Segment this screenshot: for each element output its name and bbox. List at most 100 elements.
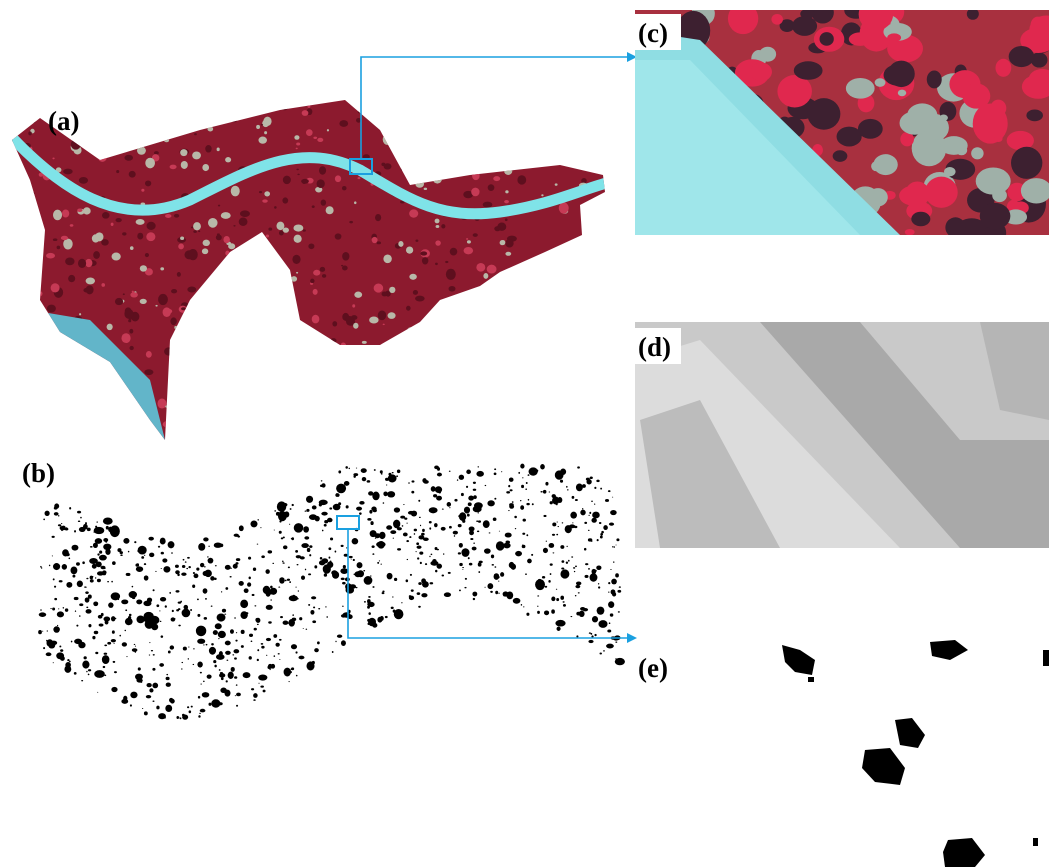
- texture: [65, 257, 74, 265]
- texture: [128, 551, 129, 553]
- texture: [581, 178, 587, 183]
- texture: [266, 397, 270, 401]
- texture: [367, 619, 371, 622]
- texture: [253, 699, 256, 701]
- texture: [145, 158, 155, 169]
- texture: [522, 533, 525, 535]
- texture: [525, 573, 527, 575]
- texture: [430, 330, 433, 334]
- texture: [80, 517, 82, 519]
- texture: [422, 408, 429, 413]
- texture: [531, 554, 533, 556]
- texture: [359, 512, 362, 514]
- texture: [600, 535, 603, 538]
- texture: [429, 435, 438, 441]
- texture: [115, 298, 123, 305]
- texture: [487, 583, 493, 589]
- texture: [236, 632, 237, 633]
- texture: [329, 507, 332, 509]
- texture: [155, 571, 156, 572]
- texture: [287, 579, 290, 581]
- texture: [69, 507, 71, 510]
- texture: [308, 573, 311, 575]
- panel-c-image: [635, 0, 1049, 245]
- texture: [477, 530, 479, 532]
- texture: [313, 270, 320, 276]
- texture: [473, 381, 477, 384]
- texture: [296, 148, 298, 150]
- texture: [335, 551, 337, 553]
- texture: [575, 595, 577, 596]
- texture: [429, 507, 438, 513]
- texture: [394, 507, 400, 512]
- texture: [209, 647, 216, 655]
- texture: [54, 503, 59, 508]
- texture: [598, 620, 607, 628]
- texture: [557, 627, 561, 631]
- texture: [441, 527, 446, 531]
- texture: [476, 263, 485, 272]
- texture: [58, 524, 61, 526]
- texture: [811, 2, 833, 24]
- panel-label: (c): [638, 18, 668, 48]
- texture: [410, 574, 412, 576]
- texture: [159, 610, 160, 611]
- texture: [505, 190, 508, 193]
- texture: [450, 434, 460, 444]
- texture: [551, 254, 555, 259]
- texture: [203, 644, 204, 645]
- texture: [119, 635, 121, 637]
- texture: [468, 557, 470, 559]
- texture: [306, 509, 309, 512]
- texture: [258, 674, 267, 680]
- texture: [26, 414, 29, 416]
- texture: [384, 163, 392, 169]
- texture: [449, 286, 456, 292]
- texture: [24, 175, 28, 179]
- texture: [19, 171, 25, 177]
- texture: [329, 556, 331, 558]
- texture: [335, 233, 342, 239]
- texture: [217, 613, 226, 621]
- zoom-box: [337, 516, 359, 529]
- texture: [534, 306, 543, 314]
- texture: [898, 90, 906, 97]
- texture: [221, 212, 231, 219]
- texture: [149, 553, 154, 558]
- texture: [255, 618, 259, 622]
- texture: [557, 497, 562, 503]
- texture: [135, 563, 139, 566]
- texture: [191, 226, 193, 228]
- texture: [158, 546, 160, 548]
- texture: [411, 589, 414, 591]
- texture: [610, 613, 614, 616]
- texture: [141, 189, 144, 192]
- texture: [86, 578, 88, 580]
- texture: [448, 572, 451, 574]
- texture: [477, 512, 479, 513]
- texture: [319, 418, 322, 421]
- texture: [268, 621, 272, 623]
- texture: [138, 546, 147, 555]
- texture: [81, 680, 83, 681]
- texture: [260, 527, 261, 528]
- texture: [425, 411, 434, 418]
- texture: [588, 530, 590, 531]
- texture: [425, 563, 427, 565]
- texture: [253, 568, 256, 571]
- panel-label: (a): [48, 106, 79, 136]
- texture: [77, 581, 83, 588]
- texture: [415, 240, 418, 242]
- texture: [191, 706, 193, 708]
- texture: [511, 564, 516, 570]
- texture: [241, 379, 248, 387]
- texture: [21, 403, 28, 407]
- texture: [70, 413, 76, 420]
- texture: [417, 545, 422, 548]
- texture: [238, 372, 244, 377]
- texture: [207, 404, 217, 412]
- texture: [415, 180, 424, 188]
- texture: [99, 435, 104, 438]
- texture: [144, 369, 153, 375]
- texture: [558, 415, 560, 417]
